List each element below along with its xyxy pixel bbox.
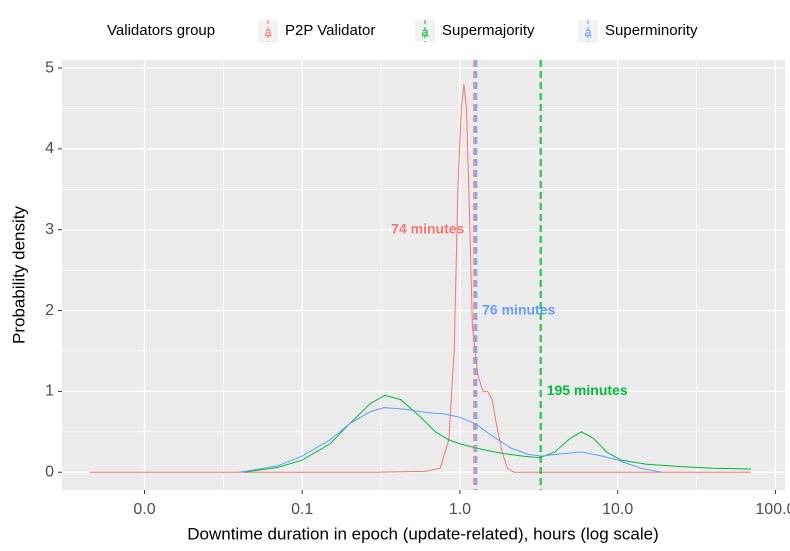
- panel: [62, 60, 785, 490]
- x-tick-label: 100.0: [755, 501, 790, 518]
- annotation: 74 minutes: [391, 220, 464, 236]
- legend-glyph: a: [264, 24, 272, 39]
- y-tick-label: 4: [45, 140, 54, 157]
- density-line: [239, 407, 662, 473]
- density-line: [89, 84, 751, 473]
- legend-glyph: a: [584, 24, 592, 39]
- y-tick-label: 0: [45, 463, 54, 480]
- y-tick-label: 1: [45, 383, 54, 400]
- y-tick-label: 2: [45, 302, 54, 319]
- x-tick-label: 10.0: [602, 501, 633, 518]
- annotation: 76 minutes: [482, 301, 555, 317]
- y-tick-label: 5: [45, 59, 54, 76]
- y-axis-label: Probability density: [9, 206, 28, 344]
- legend-label: P2P Validator: [285, 22, 375, 39]
- x-tick-label: 1.0: [449, 501, 471, 518]
- x-axis-label: Downtime duration in epoch (update-relat…: [187, 524, 659, 543]
- density-line: [244, 394, 752, 473]
- legend-label: Supermajority: [442, 22, 535, 39]
- x-tick-label: 0.0: [133, 501, 155, 518]
- legend-label: Superminority: [605, 22, 698, 39]
- legend-title: Validators group: [107, 22, 215, 39]
- annotation: 195 minutes: [547, 382, 628, 398]
- y-tick-label: 3: [45, 221, 54, 238]
- x-tick-label: 0.1: [291, 501, 313, 518]
- legend-glyph: a: [421, 24, 429, 39]
